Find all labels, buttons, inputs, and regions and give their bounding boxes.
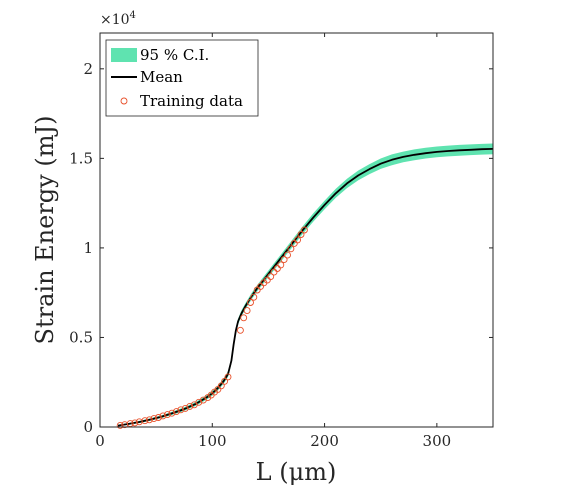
y-tick-label: 0 — [83, 418, 93, 436]
x-ticks: 0 100 200 300 — [95, 33, 451, 450]
y-axis-exponent: ×104 — [100, 10, 136, 28]
training-point — [277, 261, 285, 269]
training-point — [247, 299, 254, 306]
training-points-layer — [116, 226, 308, 429]
training-point — [287, 245, 295, 253]
training-point — [253, 286, 261, 294]
mean-line-layer — [117, 148, 494, 427]
training-point — [181, 404, 189, 412]
training-point — [300, 226, 308, 234]
legend: 95 % C.I. Mean Training data — [105, 39, 259, 117]
training-point — [294, 236, 302, 244]
training-point — [195, 398, 203, 406]
legend-training-label: Training data — [140, 92, 243, 110]
training-point — [116, 421, 124, 429]
y-tick-label: 1.5 — [69, 149, 93, 167]
training-point — [163, 411, 171, 419]
training-point — [159, 412, 167, 420]
legend-ci-label: 95 % C.I. — [140, 46, 209, 64]
training-point — [145, 416, 153, 424]
training-point — [284, 251, 291, 259]
training-point — [270, 268, 278, 276]
legend-ci-swatch — [111, 48, 137, 62]
training-point — [150, 415, 158, 423]
training-point — [154, 414, 162, 421]
y-axis-label: Strain Energy (mJ) — [31, 116, 59, 345]
training-point — [243, 307, 251, 315]
training-point — [297, 231, 305, 238]
x-axis-label: L (μm) — [256, 458, 337, 486]
x-tick-label: 200 — [310, 432, 339, 450]
mean-line — [117, 148, 494, 427]
training-point — [177, 406, 185, 414]
y-tick-label: 0.5 — [69, 328, 93, 346]
training-point — [131, 419, 139, 427]
plot-frame — [99, 32, 494, 428]
training-point — [280, 256, 288, 264]
training-point — [168, 409, 176, 417]
training-point — [172, 408, 180, 416]
legend-training-swatch — [120, 97, 128, 105]
training-point — [236, 326, 244, 334]
x-tick-label: 300 — [423, 432, 452, 450]
training-point — [214, 385, 222, 393]
training-point — [273, 265, 281, 272]
training-point — [267, 273, 275, 281]
training-point — [224, 373, 232, 381]
training-point — [221, 377, 229, 385]
training-point — [250, 293, 258, 301]
x-tick-label: 100 — [198, 432, 227, 450]
training-point — [240, 314, 248, 322]
training-point — [217, 382, 225, 390]
training-point — [141, 417, 149, 425]
training-point — [186, 402, 194, 410]
x-tick-label: 0 — [95, 432, 105, 450]
y-tick-label: 1 — [83, 239, 93, 257]
legend-mean-label: Mean — [140, 68, 183, 86]
y-tick-label: 2 — [83, 60, 93, 78]
y-ticks: 0 0.5 1 1.5 2 — [69, 60, 493, 436]
